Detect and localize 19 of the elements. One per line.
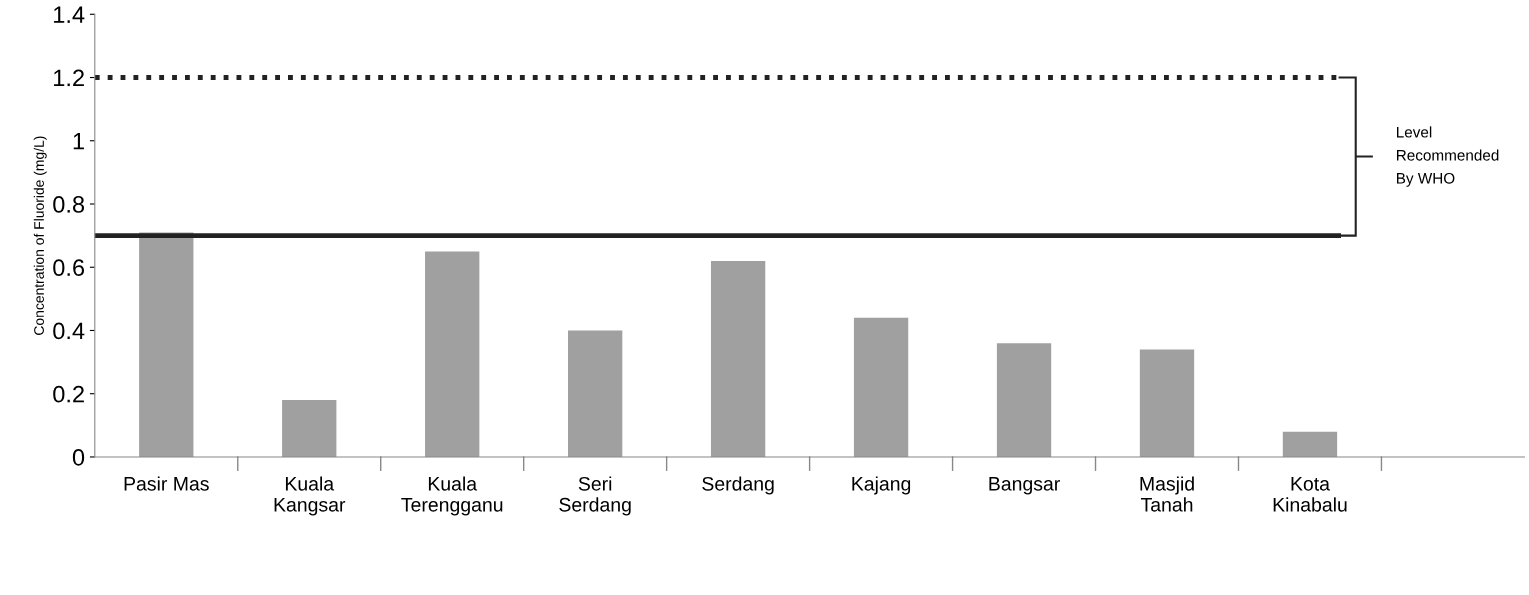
- y-tick-label: 0: [72, 449, 85, 466]
- y-tick-label: 0.8: [53, 196, 85, 213]
- y-axis-title: Concentration of Fluoride (mg/L): [33, 136, 47, 335]
- x-tick-label: Kajang: [852, 476, 911, 495]
- y-tick-label: 0.4: [53, 322, 85, 340]
- x-tick-label: Bangsar: [989, 477, 1060, 495]
- y-tick-label: 0.6: [53, 259, 85, 277]
- y-tick-label: 0.2: [53, 385, 84, 403]
- x-tick-label: Serdang: [702, 476, 774, 495]
- x-tick-label: Pasir Mas: [124, 476, 209, 491]
- y-tick-label: 1: [73, 133, 84, 150]
- x-tick-label: Kuala Terengganu: [401, 476, 503, 516]
- x-tick-label: Kota Kinabalu: [1273, 477, 1347, 512]
- annotation: Level Recommended By WHO: [1397, 126, 1499, 187]
- x-tick-label: Masjid Tanah: [1140, 476, 1194, 512]
- x-tick-label: Seri Serdang: [559, 476, 631, 516]
- y-tick-label: 1.4: [54, 6, 85, 23]
- y-tick-label: 1.2: [54, 69, 84, 87]
- x-tick-label: Kuala Kangsar: [274, 476, 346, 516]
